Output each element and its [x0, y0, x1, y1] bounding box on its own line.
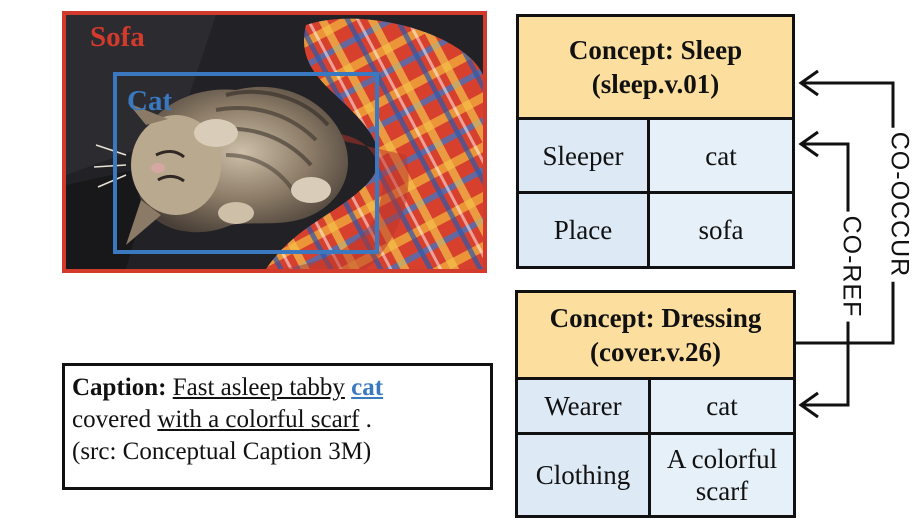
caption-word-covered: covered [72, 406, 152, 433]
frame-sleep: Concept: Sleep (sleep.v.01) Sleeper cat … [516, 14, 795, 269]
co-ref-arrowhead-bottom [798, 391, 819, 419]
frame-sleep-sense: (sleep.v.01) [591, 69, 720, 99]
co-occur-arrowhead [798, 69, 819, 97]
co-occur-label: CO-OCCUR [884, 127, 914, 282]
value-place: sofa [650, 194, 792, 266]
sofa-box-label: Sofa [90, 21, 145, 53]
frame-dressing: Concept: Dressing (cover.v.26) Wearer ca… [515, 290, 796, 518]
caption-period: . [359, 406, 372, 433]
frame-sleep-concept: Concept: Sleep [568, 35, 743, 65]
role-wearer: Wearer [518, 380, 648, 432]
role-place: Place [519, 194, 647, 266]
cat-box-label: Cat [127, 85, 173, 117]
caption-phrase-scarf: with a colorful scarf [157, 406, 360, 433]
value-wearer: cat [651, 380, 793, 432]
value-sleeper: cat [650, 120, 792, 191]
caption-phrase-asleep: Fast asleep tabby [172, 374, 345, 401]
caption-label: Caption: [72, 374, 167, 401]
frame-sleep-header: Concept: Sleep (sleep.v.01) [519, 17, 792, 117]
frame-dressing-header: Concept: Dressing (cover.v.26) [518, 293, 793, 377]
co-ref-label: CO-REF [836, 211, 866, 322]
caption-source: (src: Conceptual Caption 3M) [72, 438, 372, 465]
value-clothing: A colorful scarf [651, 435, 793, 515]
frame-dressing-concept: Concept: Dressing [549, 303, 762, 333]
cat-bounding-box [113, 72, 379, 254]
frame-dressing-sense: (cover.v.26) [590, 337, 721, 367]
role-clothing: Clothing [518, 435, 648, 515]
caption-word-cat: cat [351, 374, 384, 401]
role-sleeper: Sleeper [519, 120, 647, 191]
caption-box: Caption: Fast asleep tabby cat covered w… [62, 363, 493, 490]
co-ref-arrowhead-top [798, 130, 819, 158]
cat-on-sofa-photo: Sofa Cat [62, 11, 487, 273]
